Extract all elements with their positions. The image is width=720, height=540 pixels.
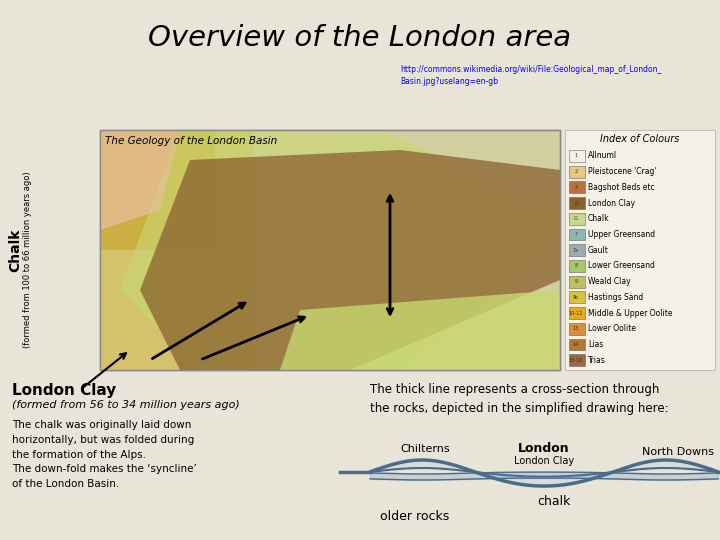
Text: Bagshot Beds etc: Bagshot Beds etc (588, 183, 654, 192)
Bar (569, 276, 585, 287)
Text: The thick line represents a cross-section through
the rocks, depicted in the sim: The thick line represents a cross-sectio… (370, 383, 669, 415)
Bar (569, 244, 585, 256)
Bar (569, 260, 585, 272)
Text: Allnuml: Allnuml (588, 151, 617, 160)
Bar (569, 166, 585, 178)
Text: North Downs: North Downs (642, 447, 714, 457)
Text: 9b: 9b (573, 295, 579, 300)
Polygon shape (140, 150, 560, 370)
Bar (569, 181, 585, 193)
Text: Pleistocene 'Crag': Pleistocene 'Crag' (588, 167, 657, 176)
Text: London Clay: London Clay (514, 456, 574, 466)
Bar (569, 197, 585, 209)
Text: http://commons.wikimedia.org/wiki/File:Geological_map_of_London_
Basin.jpg?usela: http://commons.wikimedia.org/wiki/File:G… (400, 65, 662, 86)
Text: older rocks: older rocks (380, 510, 449, 523)
Text: The Geology of the London Basin: The Geology of the London Basin (105, 136, 277, 146)
Text: Overview of the London area: Overview of the London area (148, 24, 572, 52)
Text: 7: 7 (575, 232, 577, 237)
Bar (569, 323, 585, 335)
Bar (100, 130, 215, 250)
Text: 6: 6 (575, 200, 577, 206)
Text: 13: 13 (573, 326, 579, 331)
Text: 4: 4 (575, 185, 577, 190)
Bar (569, 292, 585, 303)
Text: London Clay: London Clay (588, 199, 635, 207)
Text: London Clay: London Clay (12, 383, 116, 398)
Bar (569, 150, 585, 162)
Text: London: London (518, 442, 570, 455)
Text: Upper Greensand: Upper Greensand (588, 230, 655, 239)
Text: 10-12: 10-12 (569, 310, 583, 315)
Text: G: G (574, 216, 578, 221)
Polygon shape (280, 290, 560, 370)
Text: 9: 9 (575, 279, 577, 284)
Bar (569, 339, 585, 350)
Text: Chilterns: Chilterns (400, 444, 450, 454)
Bar (569, 213, 585, 225)
Text: Chalk: Chalk (588, 214, 610, 223)
Text: 1: 1 (575, 153, 577, 158)
Text: chalk: chalk (537, 495, 571, 508)
Text: Lower Greensand: Lower Greensand (588, 261, 655, 271)
Bar (565, 130, 715, 370)
Text: Weald Clay: Weald Clay (588, 277, 631, 286)
Text: (formed from 100 to 66 million years ago): (formed from 100 to 66 million years ago… (24, 172, 32, 348)
Bar (100, 130, 560, 370)
Bar (569, 354, 585, 366)
Text: (formed from 56 to 34 million years ago): (formed from 56 to 34 million years ago) (12, 400, 240, 410)
Bar (100, 130, 253, 370)
Text: 8: 8 (575, 264, 577, 268)
Text: Index of Colours: Index of Colours (600, 134, 680, 144)
Bar (569, 228, 585, 240)
Text: 14: 14 (573, 342, 579, 347)
Polygon shape (120, 130, 560, 370)
Text: Gault: Gault (588, 246, 609, 255)
Text: The chalk was originally laid down
horizontally, but was folded during
the forma: The chalk was originally laid down horiz… (12, 420, 197, 489)
Bar (100, 130, 560, 370)
Text: Lias: Lias (588, 340, 603, 349)
Text: Lower Oolite: Lower Oolite (588, 324, 636, 333)
Text: Chalk: Chalk (8, 228, 22, 272)
Bar (569, 307, 585, 319)
Polygon shape (100, 130, 180, 230)
Text: Hastings Sand: Hastings Sand (588, 293, 643, 302)
Text: Trias: Trias (588, 356, 606, 364)
Text: Middle & Upper Oolite: Middle & Upper Oolite (588, 308, 672, 318)
Text: 7a: 7a (573, 248, 579, 253)
Text: 15-16: 15-16 (569, 357, 583, 363)
Text: 2: 2 (575, 169, 577, 174)
